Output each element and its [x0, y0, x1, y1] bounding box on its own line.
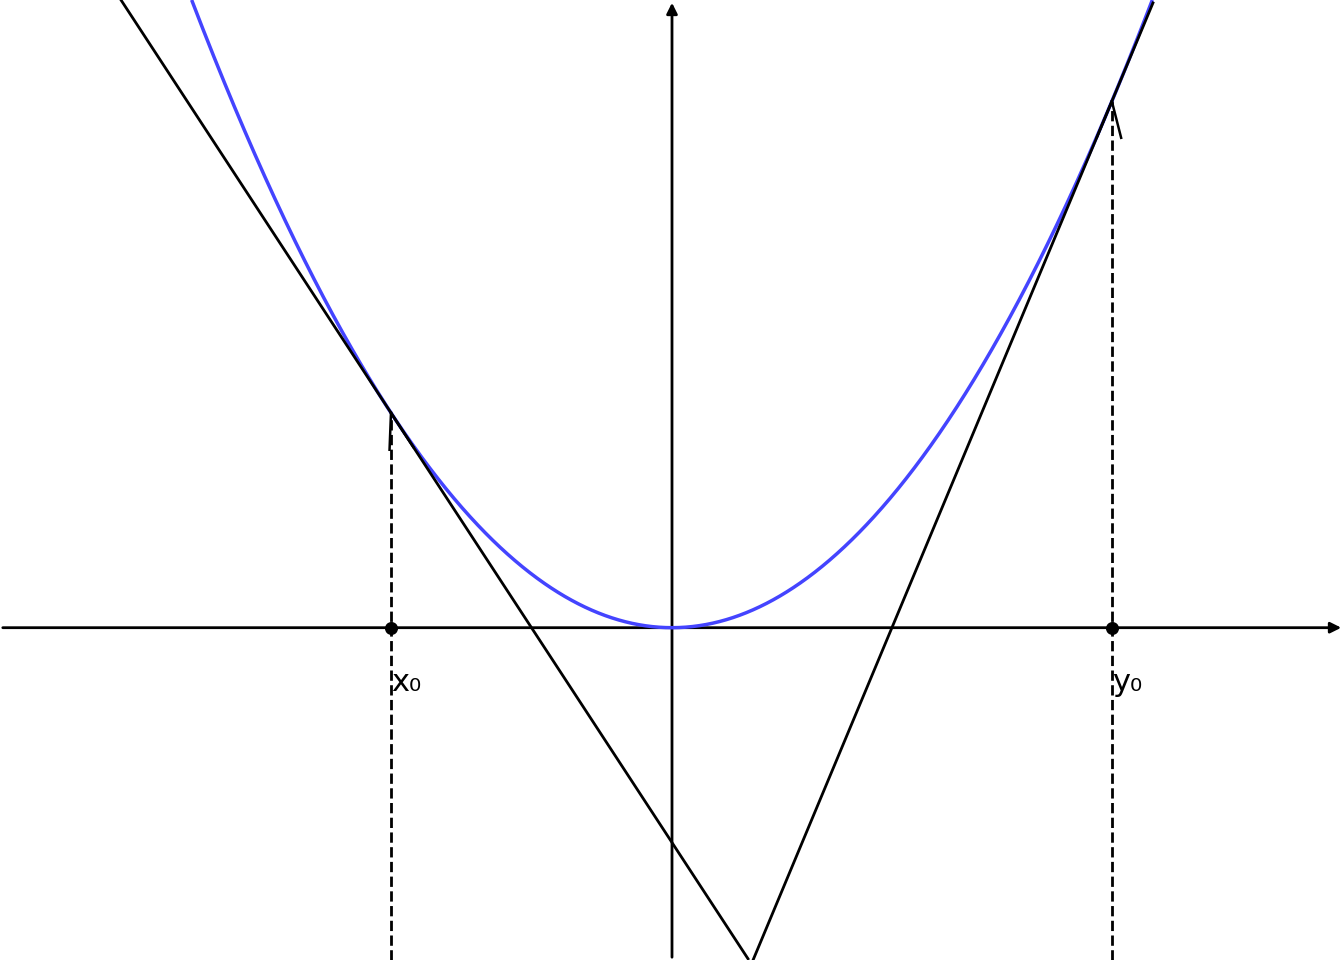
Point — [1101, 620, 1122, 636]
Text: x₀: x₀ — [391, 668, 421, 697]
Text: y₀: y₀ — [1111, 668, 1142, 697]
Point — [380, 620, 402, 636]
